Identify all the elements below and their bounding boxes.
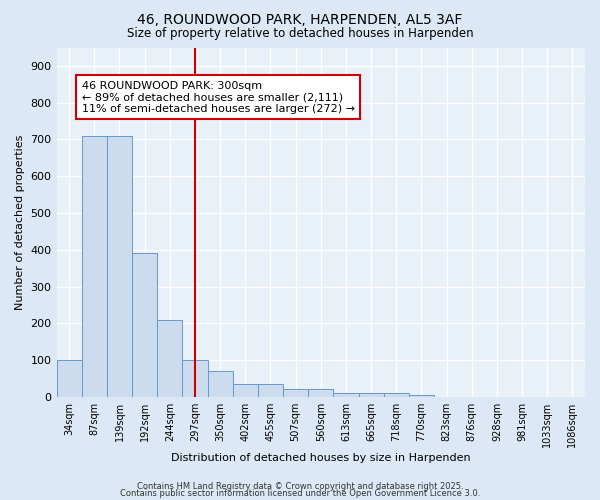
Bar [308,390,334,397]
Text: Contains public sector information licensed under the Open Government Licence 3.: Contains public sector information licen… [120,489,480,498]
Bar [383,393,409,397]
Bar [334,393,359,397]
Bar [82,136,107,397]
Bar [132,254,157,397]
Text: 46 ROUNDWOOD PARK: 300sqm
← 89% of detached houses are smaller (2,111)
11% of se: 46 ROUNDWOOD PARK: 300sqm ← 89% of detac… [82,80,355,114]
Bar [359,393,383,397]
Text: 46, ROUNDWOOD PARK, HARPENDEN, AL5 3AF: 46, ROUNDWOOD PARK, HARPENDEN, AL5 3AF [137,12,463,26]
Bar [182,360,208,397]
Bar [157,320,182,397]
Text: Contains HM Land Registry data © Crown copyright and database right 2025.: Contains HM Land Registry data © Crown c… [137,482,463,491]
Bar [107,136,132,397]
Bar [56,360,82,397]
Text: Size of property relative to detached houses in Harpenden: Size of property relative to detached ho… [127,28,473,40]
Y-axis label: Number of detached properties: Number of detached properties [15,134,25,310]
X-axis label: Distribution of detached houses by size in Harpenden: Distribution of detached houses by size … [171,452,470,462]
Bar [409,395,434,397]
Bar [208,371,233,397]
Bar [283,390,308,397]
Bar [258,384,283,397]
Bar [233,384,258,397]
